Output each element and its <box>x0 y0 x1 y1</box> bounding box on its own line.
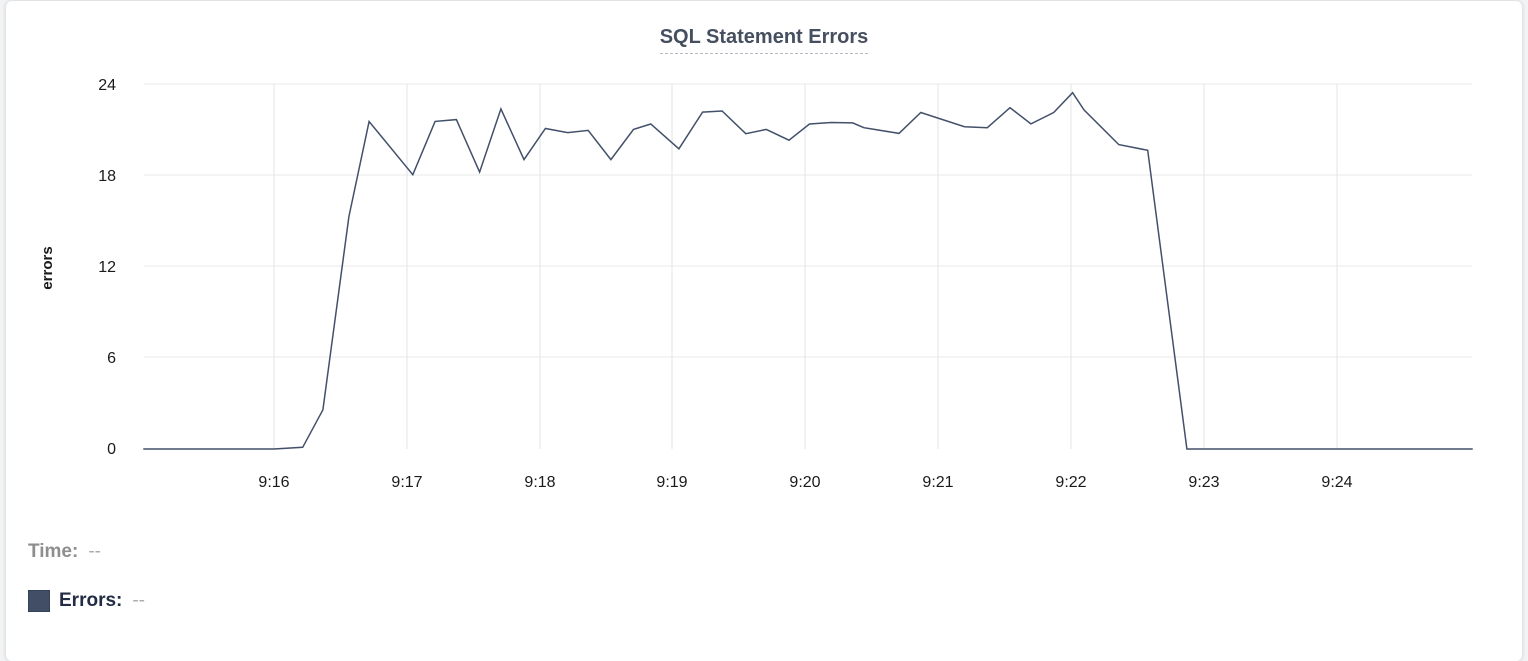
svg-text:9:23: 9:23 <box>1188 474 1219 491</box>
svg-text:12: 12 <box>98 259 116 276</box>
svg-text:0: 0 <box>107 441 116 458</box>
svg-text:9:24: 9:24 <box>1321 474 1352 491</box>
svg-text:9:18: 9:18 <box>524 474 555 491</box>
svg-text:9:22: 9:22 <box>1055 474 1086 491</box>
svg-text:18: 18 <box>98 168 116 185</box>
svg-text:9:17: 9:17 <box>391 474 422 491</box>
svg-text:9:16: 9:16 <box>258 474 289 491</box>
svg-text:9:19: 9:19 <box>656 474 687 491</box>
svg-text:24: 24 <box>98 77 116 94</box>
svg-text:9:20: 9:20 <box>789 474 820 491</box>
svg-text:6: 6 <box>107 350 116 367</box>
svg-text:9:21: 9:21 <box>922 474 953 491</box>
